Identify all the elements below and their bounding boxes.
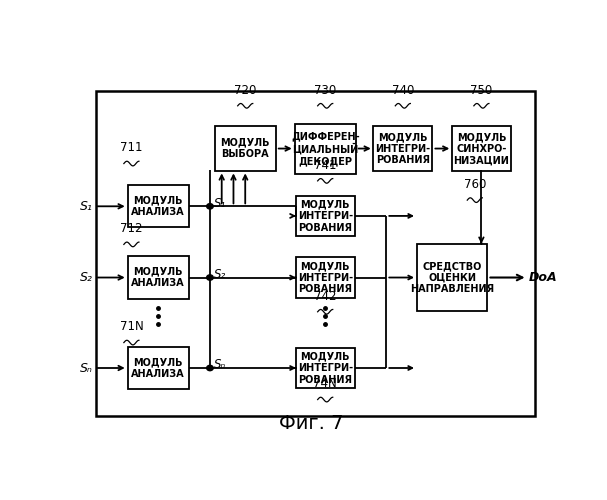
Text: МОДУЛЬ
ИНТЕГРИ-
РОВАНИЯ: МОДУЛЬ ИНТЕГРИ- РОВАНИЯ: [297, 200, 353, 232]
Text: МОДУЛЬ
ИНТЕГРИ-
РОВАНИЯ: МОДУЛЬ ИНТЕГРИ- РОВАНИЯ: [297, 261, 353, 294]
Text: МОДУЛЬ
АНАЛИЗА: МОДУЛЬ АНАЛИЗА: [131, 266, 185, 288]
Text: 741: 741: [314, 158, 336, 172]
FancyBboxPatch shape: [127, 185, 189, 228]
Text: МОДУЛЬ
ВЫБОРА: МОДУЛЬ ВЫБОРА: [220, 138, 270, 160]
Text: Sₙ: Sₙ: [214, 358, 226, 372]
Text: S₁: S₁: [214, 196, 226, 209]
FancyBboxPatch shape: [296, 258, 354, 298]
Text: 712: 712: [120, 222, 143, 235]
Text: ДИФФЕРЕН-
ЦИАЛЬНЫЙ
ДЕКОДЕР: ДИФФЕРЕН- ЦИАЛЬНЫЙ ДЕКОДЕР: [291, 131, 359, 166]
Text: Фиг. 7: Фиг. 7: [279, 414, 344, 434]
FancyBboxPatch shape: [373, 126, 432, 170]
FancyBboxPatch shape: [127, 256, 189, 298]
Text: 760: 760: [464, 178, 486, 191]
FancyBboxPatch shape: [296, 348, 354, 388]
FancyBboxPatch shape: [294, 124, 356, 174]
FancyBboxPatch shape: [127, 347, 189, 389]
Text: DoA: DoA: [529, 271, 557, 284]
FancyBboxPatch shape: [96, 91, 535, 416]
Text: 730: 730: [314, 84, 336, 96]
Circle shape: [206, 275, 213, 280]
FancyBboxPatch shape: [452, 126, 510, 170]
Text: 720: 720: [234, 84, 256, 96]
Text: МОДУЛЬ
АНАЛИЗА: МОДУЛЬ АНАЛИЗА: [131, 357, 185, 379]
FancyBboxPatch shape: [417, 244, 487, 311]
Text: S₂: S₂: [80, 271, 92, 284]
Text: 71N: 71N: [120, 320, 143, 334]
Text: 750: 750: [470, 84, 492, 96]
Text: S₁: S₁: [80, 200, 92, 213]
Text: Sₙ: Sₙ: [80, 362, 92, 374]
Text: СРЕДСТВО
ОЦЕНКИ
НАПРАВЛЕНИЯ: СРЕДСТВО ОЦЕНКИ НАПРАВЛЕНИЯ: [410, 261, 494, 294]
Circle shape: [206, 204, 213, 209]
Text: 742: 742: [314, 290, 336, 302]
FancyBboxPatch shape: [296, 196, 354, 236]
Text: S₂: S₂: [214, 268, 226, 281]
FancyBboxPatch shape: [215, 126, 276, 170]
Text: МОДУЛЬ
АНАЛИЗА: МОДУЛЬ АНАЛИЗА: [131, 196, 185, 217]
Text: 740: 740: [392, 84, 414, 96]
Text: 74N: 74N: [313, 378, 337, 390]
Text: МОДУЛЬ
ИНТЕГРИ-
РОВАНИЯ: МОДУЛЬ ИНТЕГРИ- РОВАНИЯ: [375, 132, 430, 165]
Text: 711: 711: [120, 142, 143, 154]
Text: МОДУЛЬ
ИНТЕГРИ-
РОВАНИЯ: МОДУЛЬ ИНТЕГРИ- РОВАНИЯ: [297, 352, 353, 384]
Text: МОДУЛЬ
СИНХРО-
НИЗАЦИИ: МОДУЛЬ СИНХРО- НИЗАЦИИ: [453, 132, 509, 165]
Circle shape: [206, 366, 213, 370]
